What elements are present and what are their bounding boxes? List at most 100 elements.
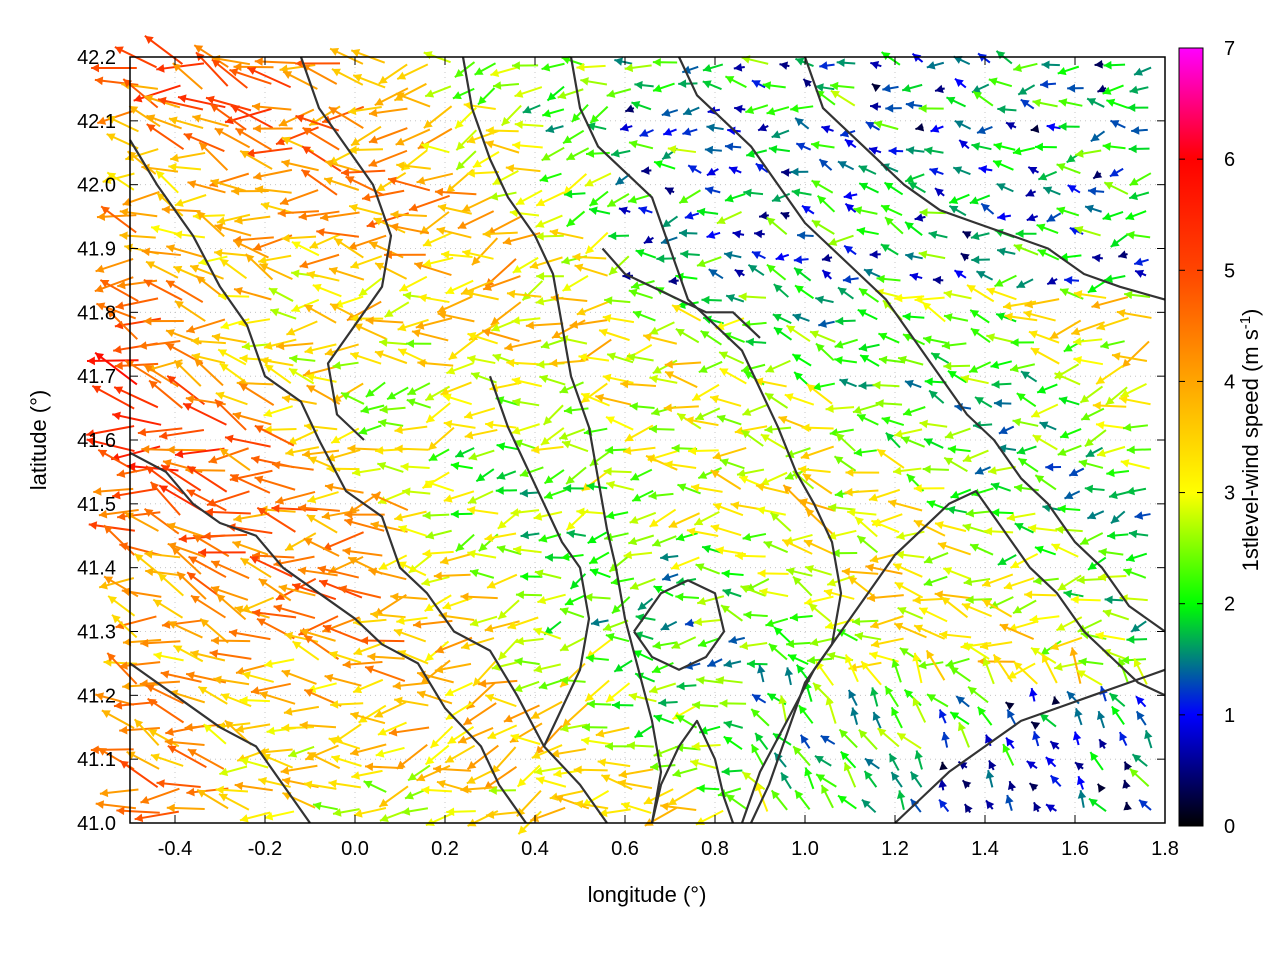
wind-arrowhead: [914, 624, 924, 633]
wind-arrowhead: [213, 675, 222, 685]
wind-arrowhead: [209, 649, 219, 658]
wind-arrowhead: [455, 119, 464, 129]
wind-arrowhead: [351, 137, 361, 146]
wind-arrowhead: [454, 68, 464, 78]
wind-arrowhead: [559, 385, 569, 394]
wind-arrowhead: [861, 799, 871, 809]
wind-arrowhead: [993, 654, 1002, 664]
wind-arrowhead: [878, 355, 888, 365]
wind-arrowhead: [811, 220, 821, 229]
wind-arrowhead: [1128, 529, 1138, 539]
wind-arrowhead: [740, 585, 750, 594]
wind-arrowhead: [969, 196, 979, 205]
wind-arrowhead: [562, 718, 572, 727]
wind-arrowhead: [835, 433, 845, 442]
wind-arrowhead: [804, 597, 813, 606]
wind-arrowhead: [801, 205, 811, 214]
x-tick-label: 1.6: [1061, 838, 1089, 860]
wind-arrowhead: [1003, 581, 1013, 590]
wind-arrowhead: [705, 186, 714, 195]
wind-arrowhead: [433, 571, 442, 581]
wind-arrowhead: [606, 693, 616, 703]
wind-arrowhead: [786, 567, 795, 576]
wind-arrowhead: [858, 343, 868, 352]
wind-arrowhead: [374, 350, 384, 359]
wind-arrowhead: [734, 104, 743, 114]
wind-arrowhead: [837, 161, 847, 169]
wind-arrowhead: [202, 531, 211, 541]
wind-arrowhead: [611, 149, 620, 158]
wind-arrowhead: [635, 249, 645, 258]
wind-arrowhead: [580, 77, 589, 86]
wind-arrowhead: [520, 572, 529, 581]
wind-arrowhead: [869, 554, 879, 564]
wind-arrowhead: [430, 739, 440, 748]
wind-arrowhead: [497, 520, 507, 529]
wind-arrowhead: [990, 482, 1000, 491]
wind-arrowhead: [1091, 300, 1101, 310]
wind-arrowhead: [1058, 396, 1068, 405]
wind-arrowhead: [321, 511, 331, 520]
wind-arrow: [182, 402, 227, 426]
wind-arrowhead: [394, 513, 403, 522]
wind-arrowhead: [997, 557, 1007, 565]
wind-arrowhead: [677, 483, 687, 492]
wind-arrowhead: [536, 198, 546, 207]
wind-arrowhead: [257, 507, 267, 516]
wind-arrowhead: [582, 722, 590, 732]
wind-arrowhead: [513, 545, 522, 555]
wind-arrowhead: [905, 174, 915, 183]
contour-line: [129, 139, 608, 824]
wind-arrowhead: [545, 124, 555, 134]
wind-arrowhead: [842, 275, 852, 284]
wind-arrowhead: [161, 205, 170, 214]
wind-arrowhead: [590, 114, 600, 124]
wind-arrowhead: [341, 392, 351, 401]
wind-arrowhead: [866, 593, 876, 603]
wind-arrowhead: [802, 473, 812, 482]
wind-arrowhead: [98, 449, 108, 458]
wind-arrowhead: [93, 487, 102, 496]
wind-arrowhead: [307, 752, 317, 760]
wind-arrowhead: [260, 201, 270, 211]
wind-arrowhead: [1029, 783, 1039, 792]
wind-arrowhead: [844, 245, 854, 254]
wind-arrowhead: [467, 332, 477, 341]
wind-arrowhead: [662, 151, 672, 160]
wind-arrowhead: [1116, 308, 1126, 318]
wind-arrowhead: [312, 801, 322, 811]
wind-arrowhead: [620, 379, 629, 389]
wind-arrowhead: [220, 321, 230, 330]
wind-arrowhead: [843, 762, 852, 772]
wind-arrowhead: [902, 84, 911, 93]
wind-arrowhead: [258, 578, 268, 587]
wind-arrowhead: [1098, 547, 1107, 557]
wind-arrowhead: [612, 604, 621, 614]
wind-arrowhead: [741, 430, 751, 439]
wind-arrowhead: [710, 524, 720, 533]
wind-arrowhead: [247, 67, 257, 75]
wind-arrowhead: [512, 397, 521, 407]
wind-arrowhead: [235, 128, 245, 137]
wind-arrow: [112, 413, 162, 426]
wind-arrow: [174, 447, 225, 456]
y-axis-label: latitude (°): [26, 390, 51, 491]
wind-arrowhead: [538, 681, 548, 690]
wind-arrowhead: [460, 785, 469, 794]
wind-arrowhead: [615, 176, 625, 185]
wind-arrowhead: [281, 723, 290, 733]
wind-arrowhead: [1054, 662, 1063, 672]
wind-arrowhead: [280, 197, 289, 206]
wind-arrowhead: [194, 45, 204, 54]
wind-arrowhead: [232, 540, 242, 549]
wind-arrowhead: [378, 496, 387, 505]
wind-arrowhead: [585, 245, 595, 254]
wind-arrowhead: [783, 484, 793, 494]
wind-arrowhead: [589, 555, 599, 564]
wind-arrowhead: [445, 286, 455, 295]
wind-arrowhead: [1056, 163, 1066, 172]
wind-arrowhead: [94, 76, 104, 86]
wind-arrowhead: [535, 297, 545, 306]
wind-arrowhead: [652, 365, 662, 374]
wind-arrowhead: [187, 749, 197, 757]
